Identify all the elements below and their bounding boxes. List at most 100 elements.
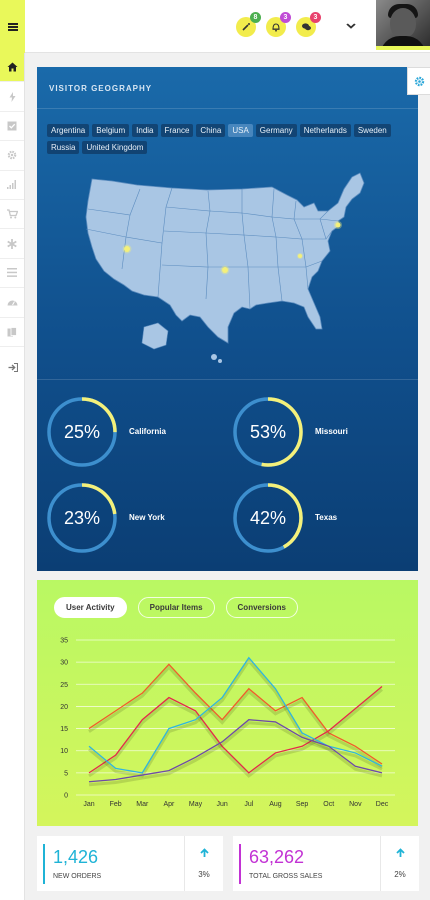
country-chip-india[interactable]: India xyxy=(132,124,158,137)
files-icon xyxy=(7,326,17,337)
country-chip-united-kingdom[interactable]: United Kingdom xyxy=(82,141,148,154)
gear-icon xyxy=(414,76,424,86)
bolt-icon xyxy=(9,91,15,102)
arrow-up-icon xyxy=(381,848,419,860)
stat-texas: 42% Texas xyxy=(232,482,412,562)
country-chip-china[interactable]: China xyxy=(196,124,226,137)
avatar[interactable] xyxy=(376,0,430,50)
country-chip-sweden[interactable]: Sweden xyxy=(353,124,391,137)
activity-tabs: User Activity Popular Items Conversions xyxy=(54,597,298,618)
sidebar-item-home[interactable] xyxy=(0,53,24,83)
x-tick-label: Dec xyxy=(376,801,389,808)
country-chip-germany[interactable]: Germany xyxy=(255,124,297,137)
sidebar xyxy=(0,53,25,900)
y-tick-label: 0 xyxy=(64,793,68,800)
stat-percent: 23% xyxy=(63,507,101,528)
series-line-2 xyxy=(88,686,383,774)
visitor-geography-panel: VISITOR GEOGRAPHY Argentina Belgium India F… xyxy=(37,67,418,571)
country-chip-netherlands[interactable]: Netherlands xyxy=(299,124,351,137)
activity-panel: User Activity Popular Items Conversions … xyxy=(37,580,418,826)
y-tick-label: 30 xyxy=(60,660,68,667)
x-tick-label: Sep xyxy=(296,801,309,808)
top-bar: 8 3 3 xyxy=(0,0,430,53)
sidebar-item-tasks[interactable] xyxy=(0,112,24,142)
series-line-3 xyxy=(88,656,383,774)
card-change: 2% xyxy=(394,870,406,879)
series-line-4 xyxy=(88,719,383,783)
y-tick-label: 25 xyxy=(60,682,68,689)
x-tick-label: Apr xyxy=(163,801,175,808)
series-line-shadow xyxy=(88,688,383,778)
sidebar-item-files[interactable] xyxy=(0,318,24,347)
series-line-1 xyxy=(88,663,383,765)
chevron-down-icon[interactable] xyxy=(346,20,356,32)
country-chip-usa[interactable]: USA xyxy=(228,124,253,137)
bell-icon[interactable]: 3 xyxy=(266,12,291,37)
y-tick-label: 15 xyxy=(60,726,68,733)
stat-region-name: Missouri xyxy=(315,427,348,436)
y-tick-label: 5 xyxy=(64,770,68,777)
hamburger-menu-icon[interactable] xyxy=(0,0,25,53)
dashboard-gauge-icon xyxy=(7,300,17,306)
x-tick-label: Jun xyxy=(217,801,228,808)
chat-bubble-icon[interactable]: 3 xyxy=(296,12,321,37)
divider xyxy=(37,379,418,380)
country-filter: Argentina Belgium India France China USA Germa… xyxy=(47,124,407,154)
sidebar-item-dashboard[interactable] xyxy=(0,288,24,318)
card-value: 1,426 xyxy=(53,847,99,867)
magic-wand-icon[interactable]: 8 xyxy=(236,12,261,37)
panel-title: VISITOR GEOGRAPHY xyxy=(49,84,153,93)
x-tick-label: May xyxy=(189,801,203,808)
sign-out-icon xyxy=(8,362,18,373)
country-chip-argentina[interactable]: Argentina xyxy=(47,124,90,137)
notification-badge: 8 xyxy=(250,12,261,23)
country-chip-belgium[interactable]: Belgium xyxy=(92,124,130,137)
x-tick-label: Jan xyxy=(83,801,94,808)
tab-conversions[interactable]: Conversions xyxy=(225,597,298,618)
sidebar-item-bolt[interactable] xyxy=(0,82,24,112)
new-orders-card: 1,426 NEW ORDERS 3% xyxy=(37,836,223,891)
y-tick-label: 35 xyxy=(60,638,68,645)
card-change: 3% xyxy=(198,870,210,879)
activity-line-chart: 0 5 10 15 20 25 30 35 Jan Feb Mar Apr May Jun Jul Aug Se… xyxy=(60,638,395,808)
notification-badge: 3 xyxy=(310,12,321,23)
country-chip-france[interactable]: France xyxy=(160,124,194,137)
gear-icon xyxy=(7,151,17,160)
y-tick-label: 20 xyxy=(60,704,68,711)
stat-region-name: New York xyxy=(129,513,165,522)
series-line-shadow xyxy=(88,721,383,787)
checkbox-icon xyxy=(7,121,17,131)
cart-icon xyxy=(6,209,18,219)
notification-badge: 3 xyxy=(280,12,291,23)
card-label: NEW ORDERS xyxy=(53,873,102,880)
stat-percent: 25% xyxy=(63,421,101,442)
x-tick-label: Nov xyxy=(349,801,362,808)
sidebar-item-shop[interactable] xyxy=(0,200,24,230)
stat-missouri: 53% Missouri xyxy=(232,396,412,476)
x-tick-label: Feb xyxy=(110,801,122,808)
sidebar-item-stats[interactable] xyxy=(0,171,24,200)
stat-percent: 53% xyxy=(249,421,287,442)
x-tick-label: Aug xyxy=(269,801,282,808)
sidebar-item-list[interactable] xyxy=(0,259,24,289)
arrow-up-icon xyxy=(185,848,223,860)
stat-percent: 42% xyxy=(249,507,287,528)
sidebar-item-settings[interactable] xyxy=(0,141,24,171)
card-value: 63,262 xyxy=(249,847,305,867)
sidebar-item-extras[interactable] xyxy=(0,229,24,259)
tab-popular-items[interactable]: Popular Items xyxy=(137,597,215,618)
tab-user-activity[interactable]: User Activity xyxy=(54,597,127,618)
home-icon xyxy=(7,62,17,72)
stat-california: 25% California xyxy=(46,396,226,476)
x-tick-label: Mar xyxy=(136,801,149,808)
divider xyxy=(37,108,418,109)
x-tick-label: Oct xyxy=(323,801,334,808)
stat-new-york: 23% New York xyxy=(46,482,226,562)
gross-sales-card: 63,262 TOTAL GROSS SALES 2% xyxy=(233,836,419,891)
region-stats: 25% California 53% Missouri 23% New York… xyxy=(37,380,418,570)
x-tick-label: Jul xyxy=(244,801,253,808)
stat-region-name: Texas xyxy=(315,513,338,522)
country-chip-russia[interactable]: Russia xyxy=(47,141,80,154)
sidebar-item-logout[interactable] xyxy=(0,362,25,375)
settings-button[interactable] xyxy=(407,67,430,95)
